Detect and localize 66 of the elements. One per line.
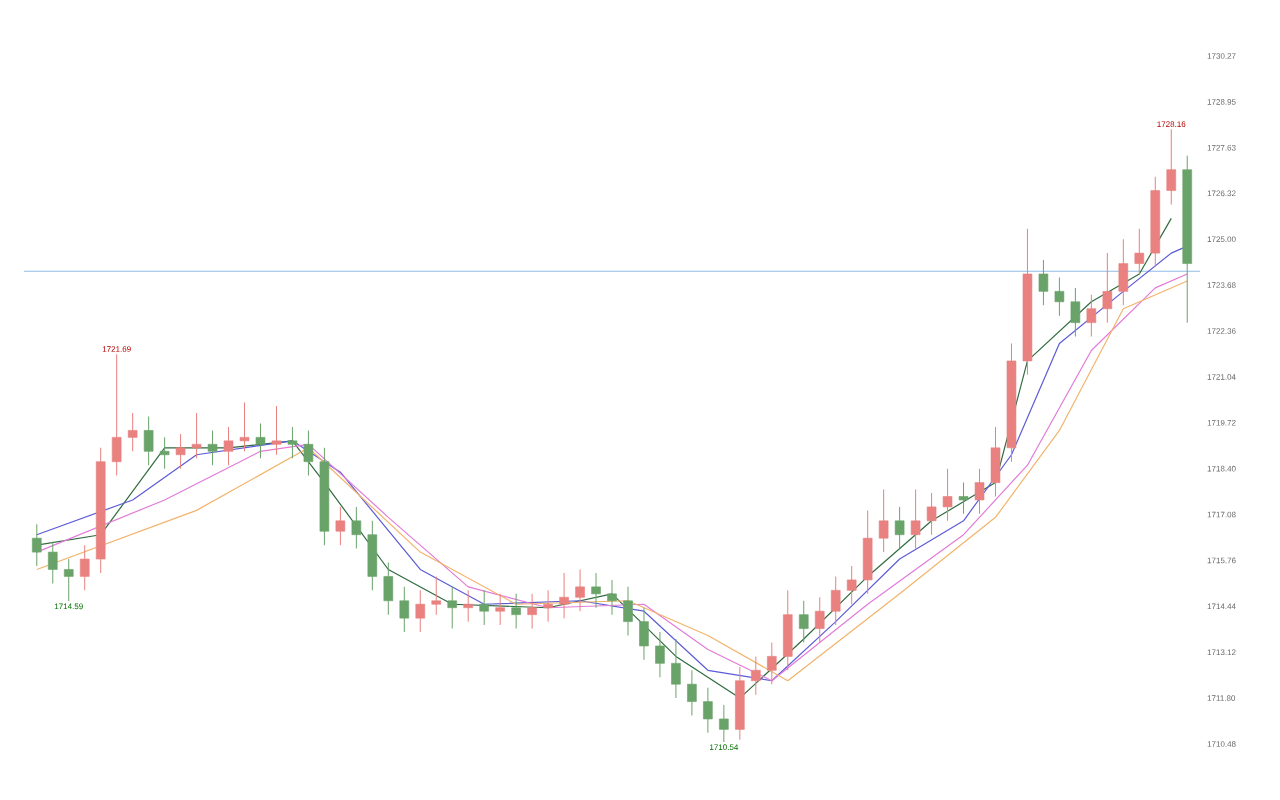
candlestick — [846, 565, 857, 605]
candlestick — [559, 572, 569, 619]
candlestick — [1166, 128, 1177, 205]
candlestick — [335, 506, 346, 546]
candlestick — [48, 541, 58, 584]
candlestick — [1070, 287, 1081, 338]
candlestick — [974, 468, 985, 515]
candlestick — [287, 426, 298, 459]
candlestick — [894, 506, 905, 550]
candlestick — [623, 586, 633, 637]
candlestick — [639, 607, 649, 661]
candlestick — [479, 589, 489, 626]
candlestick — [271, 405, 282, 456]
candlestick — [575, 568, 585, 612]
candlestick — [191, 412, 202, 459]
candlestick — [990, 426, 1001, 497]
candlestick — [958, 482, 969, 515]
candlestick — [671, 638, 681, 699]
candlestick — [351, 506, 362, 550]
candlestick — [367, 520, 378, 591]
candlestick — [143, 416, 154, 466]
candlestick — [814, 596, 825, 643]
candlestick — [687, 669, 697, 716]
candlestick — [63, 558, 74, 602]
candlestick — [239, 402, 250, 452]
candlestick — [910, 489, 921, 550]
candlestick — [1054, 276, 1065, 317]
candlestick — [926, 492, 937, 536]
candlestick — [175, 433, 186, 470]
candlestick — [463, 589, 473, 623]
candlestick — [719, 704, 729, 743]
candlestick — [1102, 252, 1113, 324]
candlestick — [495, 593, 505, 626]
candlestick — [511, 593, 521, 630]
candlestick — [607, 579, 617, 616]
candlestick — [798, 600, 809, 643]
candlestick — [1086, 294, 1097, 338]
candlestick — [127, 412, 138, 452]
candlestick — [303, 429, 314, 477]
candlestick — [32, 523, 42, 567]
candlestick — [415, 589, 426, 633]
candlestick — [655, 631, 665, 678]
candlestick — [255, 422, 266, 459]
candlestick — [1134, 228, 1145, 275]
candlestick — [431, 575, 442, 616]
candlestick — [223, 426, 234, 466]
candlestick — [527, 593, 537, 630]
candlestick — [783, 589, 793, 671]
candlestick — [830, 575, 841, 626]
candlestick — [207, 429, 218, 466]
candlestick — [591, 572, 601, 609]
candlestick — [703, 687, 713, 734]
candlestick — [111, 353, 122, 477]
candlestick — [399, 586, 410, 633]
candlestick — [159, 436, 170, 470]
candlestick — [383, 562, 394, 616]
candlestick — [543, 589, 553, 623]
candlestick — [767, 641, 777, 685]
candlestick — [1038, 259, 1049, 306]
candlestick — [862, 509, 873, 595]
candlestick — [942, 468, 953, 522]
candlestick — [751, 655, 761, 696]
candlestick — [447, 586, 457, 630]
candlestick — [79, 544, 90, 591]
candlestick — [878, 489, 889, 553]
candlestick — [1118, 238, 1129, 306]
